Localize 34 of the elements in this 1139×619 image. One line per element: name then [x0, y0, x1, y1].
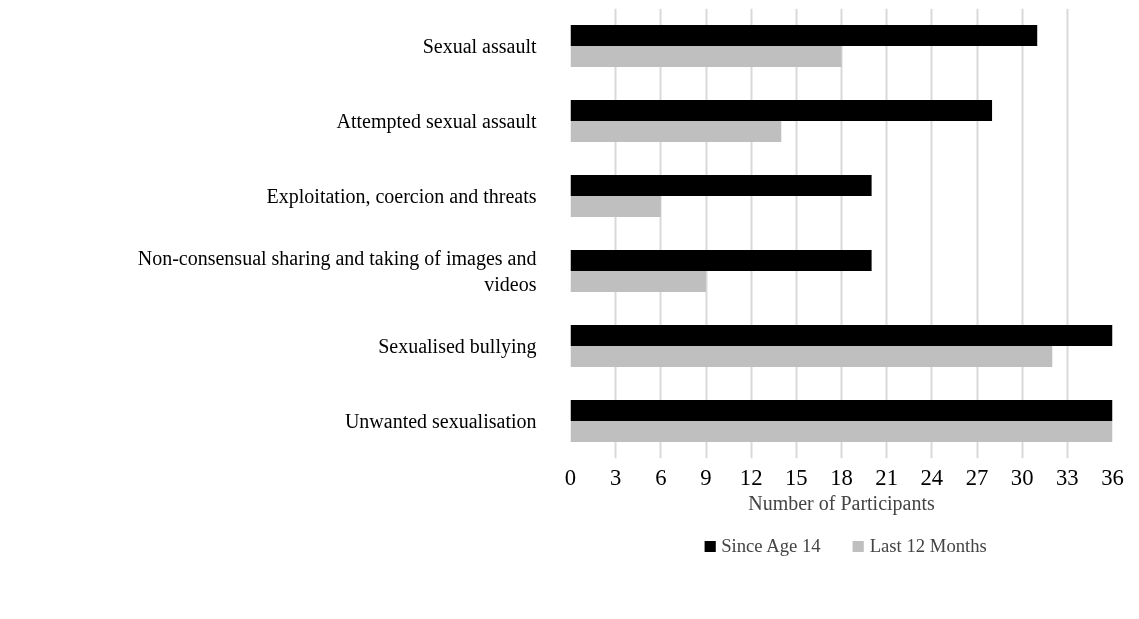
- y-tick-label: Sexualised bullying: [378, 335, 537, 358]
- x-tick-label: 27: [965, 464, 989, 490]
- bar: [570, 325, 1113, 346]
- y-tick-label: Attempted sexual assault: [336, 110, 537, 133]
- x-tick-label: 6: [655, 464, 667, 490]
- bar: [570, 196, 661, 217]
- bar: [570, 25, 1038, 46]
- y-tick-label: Non-consensual sharing and taking of images and videos: [137, 246, 537, 296]
- legend-label: Last 12 Months: [869, 535, 987, 557]
- x-tick-label: 9: [700, 464, 712, 490]
- bar: [570, 271, 706, 292]
- x-tick-label: 15: [785, 464, 808, 490]
- bar: [570, 346, 1053, 367]
- x-tick-label: 30: [1010, 464, 1034, 490]
- x-tick-label: 24: [920, 464, 944, 490]
- legend-label: Since Age 14: [721, 535, 821, 557]
- y-tick-label: Exploitation, coercion and threats: [266, 185, 537, 208]
- x-tick-label: 12: [739, 464, 763, 490]
- y-tick-label: Unwanted sexualisation: [344, 410, 537, 432]
- x-tick-label: 18: [830, 464, 853, 490]
- x-tick-label: 21: [875, 464, 898, 490]
- bar: [570, 250, 872, 271]
- y-tick-label: Sexual assault: [422, 35, 537, 57]
- x-tick-label: 3: [610, 464, 622, 490]
- bar: [570, 421, 1113, 442]
- bar: [570, 46, 842, 67]
- x-tick-label: 33: [1056, 464, 1079, 490]
- bar: [570, 400, 1113, 421]
- bar: [570, 100, 993, 121]
- x-axis-title: Number of Participants: [748, 491, 936, 515]
- x-tick-label: 0: [564, 464, 577, 490]
- x-tick-label: 36: [1101, 464, 1124, 490]
- bar: [570, 121, 782, 142]
- bar: [570, 175, 872, 196]
